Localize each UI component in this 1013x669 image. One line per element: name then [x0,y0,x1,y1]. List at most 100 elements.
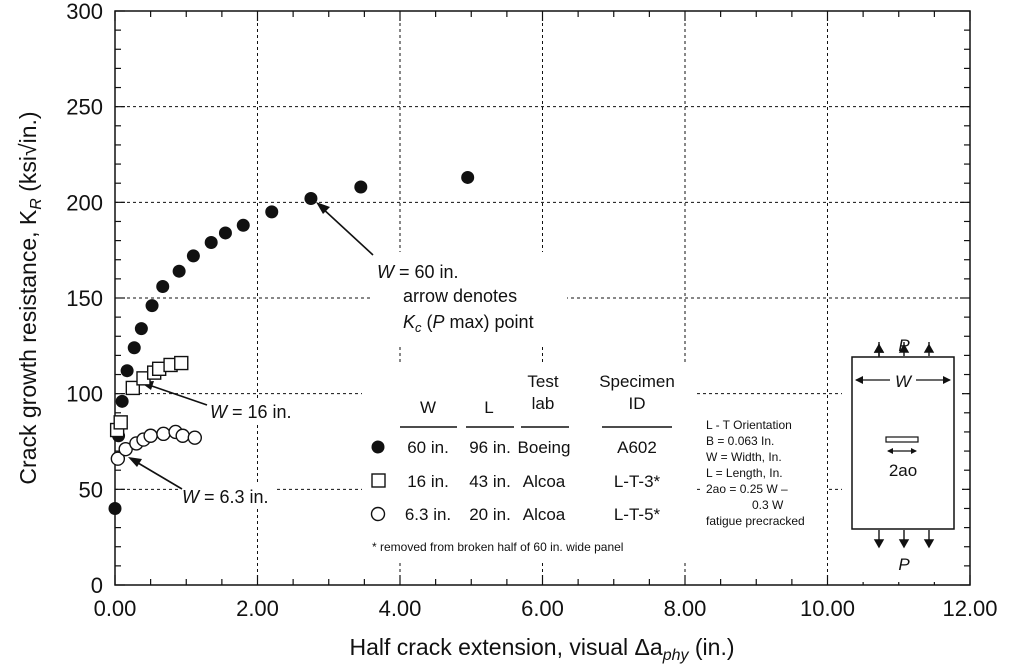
y-tick-label: 0 [91,573,103,598]
width-label: W [895,372,913,391]
crack-arrow-left [887,448,893,454]
legend-header-specimen-line1: Specimen [599,372,675,391]
data-point-filled-circle [461,170,475,184]
annotation-w60-line3: Kc (P max) point [403,312,534,335]
annotation-w16-arrow [145,383,208,406]
x-tick-label: 10.00 [800,596,855,621]
annotation-w60-backdrop [372,252,567,344]
legend-cell-l-20: 20 in. [469,505,511,524]
x-tick-label: 2.00 [236,596,279,621]
x-tick-label: 0.00 [94,596,137,621]
specimen-notes-backdrop [702,412,826,530]
y-tick-label: 300 [66,0,103,24]
annotation-w63-backdrop [178,484,274,508]
width-arrow-left [855,376,863,384]
data-point-filled-circle [120,364,134,378]
legend-marker-filled-circle [371,440,385,454]
legend-footnote: * removed from broken half of 60 in. wid… [372,540,623,554]
width-label-bg [890,369,916,391]
note-length: L = Length, In. [706,466,783,480]
x-tick-labels: 0.00 2.00 4.00 6.00 8.00 10.00 12.00 [94,596,998,621]
legend-cell-lab-alcoa-1: Alcoa [523,472,566,491]
data-point-filled-circle [236,218,250,232]
note-fatigue: fatigue precracked [706,514,805,528]
x-tick-label: 12.00 [942,596,997,621]
width-arrow-right [943,376,951,384]
data-point-filled-circle [304,192,318,206]
data-point-filled-circle [354,180,368,194]
legend-cell-l-96: 96 in. [469,438,511,457]
annotation-w60-line1: W = 60 in. [377,262,459,282]
load-arrows-bottom [873,530,935,549]
legend-table-backdrop [362,364,696,561]
data-point-open-circle [156,426,171,442]
crack-arrow-right [911,448,917,454]
y-tick-label: 250 [66,95,103,120]
annotation-w16-label: W = 16 in. [210,402,292,422]
annotation-w63: W = 6.3 in. [128,457,274,508]
load-arrows-top [873,342,935,358]
data-point-filled-circle [145,299,159,313]
x-axis-title: Half crack extension, visual Δaphy (in.) [349,634,734,664]
note-orientation: L - T Orientation [706,418,792,432]
data-point-filled-circle [108,501,122,515]
legend-header-l: L [484,398,493,417]
legend-cell-w-60: 60 in. [407,438,449,457]
note-width: W = Width, In. [706,450,782,464]
data-point-open-circle [187,430,203,445]
data-point-open-circle [143,428,158,443]
annotation-w63-arrowhead [128,457,142,467]
annotation-w60: W = 60 in. arrow denotes Kc (P max) poin… [316,202,567,344]
data-point-open-square [113,415,128,430]
note-crack-size-cont: 0.3 W [752,498,784,512]
data-point-open-circle [175,428,190,443]
data-point-filled-circle [134,322,148,336]
data-point-filled-circle [218,226,232,240]
data-point-open-square [125,380,141,396]
data-point-open-circle [110,451,126,466]
data-point-filled-circle [186,249,200,263]
x-tick-label: 8.00 [664,596,707,621]
data-point-filled-circle [115,394,129,408]
data-point-filled-circle [265,205,279,219]
annotation-w63-label: W = 6.3 in. [182,487,269,507]
annotation-w16-backdrop [206,399,302,423]
legend-cell-lab-boeing: Boeing [518,438,571,457]
y-tick-label: 150 [66,286,103,311]
data-points [108,170,475,515]
data-point-filled-circle [204,236,218,250]
specimen-sketch: P W 2ao P [842,332,962,582]
legend-cell-id-lt5: L-T-5* [614,505,661,524]
specimen-notes: L - T Orientation B = 0.063 In. W = Widt… [702,412,826,530]
legend-header-w: W [420,398,436,417]
tick-marks [114,10,971,586]
crack-slot [885,436,919,443]
annotation-w16: W = 16 in. [140,381,302,423]
note-crack-size: 2ao = 0.25 W – [706,482,788,496]
y-tick-label: 100 [66,382,103,407]
legend-cell-id-lt3: L-T-3* [614,472,661,491]
legend-header-specimen-line2: ID [629,394,646,413]
legend-cell-id-a602: A602 [617,438,657,457]
data-point-filled-circle [127,341,141,355]
y-tick-label: 50 [79,477,103,502]
legend-cell-w-63: 6.3 in. [405,505,451,524]
legend-marker-open-circle [370,506,386,522]
y-axis-title: Crack growth resistance, KR (ksi√in.) [15,111,45,484]
crack-label: 2ao [889,461,917,480]
legend-cell-l-43: 43 in. [469,472,511,491]
load-label-bottom: P [898,555,910,574]
legend-header-lab-line2: lab [532,394,555,413]
y-tick-labels: 0 50 100 150 200 250 300 [66,0,103,598]
legend-header-lab-line1: Test [527,372,558,391]
annotation-w60-arrow [320,206,374,256]
x-tick-label: 4.00 [379,596,422,621]
x-tick-label: 6.00 [521,596,564,621]
annotation-w60-line2: arrow denotes [403,286,517,306]
legend-marker-open-square [371,473,386,488]
legend-cell-lab-alcoa-2: Alcoa [523,505,566,524]
legend-table: Specimen Test W L lab ID 60 in. 96 in. B… [362,364,696,561]
note-thickness: B = 0.063 In. [706,434,774,448]
annotation-w60-arrowhead [316,202,330,214]
